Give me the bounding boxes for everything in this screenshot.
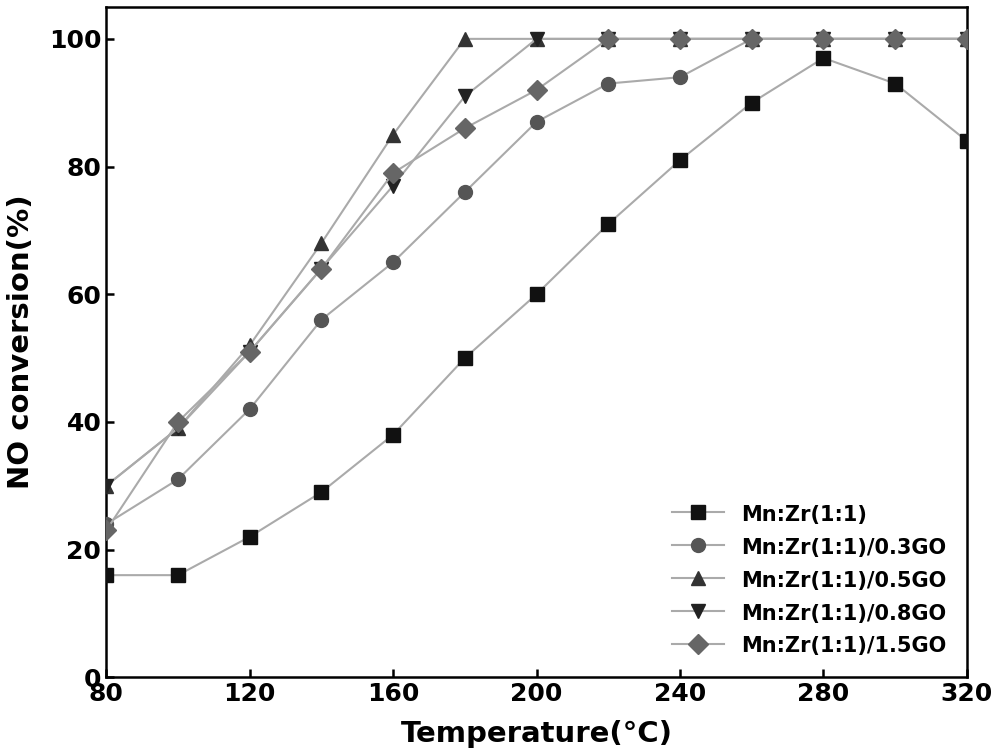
- Mn:Zr(1:1)/0.3GO: [674, 72, 686, 82]
- Mn:Zr(1:1)/0.3GO: [889, 34, 901, 43]
- Mn:Zr(1:1)/0.5GO: [244, 341, 256, 350]
- Mn:Zr(1:1)/0.8GO: [746, 34, 758, 43]
- Mn:Zr(1:1): [817, 54, 829, 63]
- Mn:Zr(1:1)/0.5GO: [100, 481, 112, 490]
- Mn:Zr(1:1)/1.5GO: [459, 124, 471, 133]
- Mn:Zr(1:1)/1.5GO: [889, 34, 901, 43]
- Mn:Zr(1:1)/0.5GO: [961, 34, 973, 43]
- Line: Mn:Zr(1:1): Mn:Zr(1:1): [99, 51, 974, 582]
- Mn:Zr(1:1)/0.8GO: [244, 347, 256, 356]
- Mn:Zr(1:1)/1.5GO: [244, 347, 256, 356]
- Mn:Zr(1:1): [315, 488, 327, 497]
- Mn:Zr(1:1)/0.5GO: [315, 239, 327, 248]
- Mn:Zr(1:1)/0.5GO: [602, 34, 614, 43]
- Line: Mn:Zr(1:1)/1.5GO: Mn:Zr(1:1)/1.5GO: [99, 32, 974, 538]
- Mn:Zr(1:1)/0.8GO: [387, 181, 399, 190]
- Mn:Zr(1:1)/1.5GO: [100, 526, 112, 535]
- Mn:Zr(1:1)/0.3GO: [531, 117, 543, 126]
- Mn:Zr(1:1)/0.3GO: [315, 316, 327, 325]
- Mn:Zr(1:1)/0.8GO: [602, 34, 614, 43]
- Mn:Zr(1:1)/0.3GO: [100, 519, 112, 528]
- Mn:Zr(1:1)/1.5GO: [746, 34, 758, 43]
- Mn:Zr(1:1)/0.8GO: [674, 34, 686, 43]
- Mn:Zr(1:1): [674, 156, 686, 165]
- Mn:Zr(1:1)/0.8GO: [531, 34, 543, 43]
- Mn:Zr(1:1)/1.5GO: [817, 34, 829, 43]
- Mn:Zr(1:1)/0.5GO: [459, 34, 471, 43]
- Mn:Zr(1:1)/0.3GO: [459, 187, 471, 196]
- Mn:Zr(1:1)/0.8GO: [172, 424, 184, 433]
- Mn:Zr(1:1)/0.5GO: [387, 130, 399, 139]
- Mn:Zr(1:1): [746, 98, 758, 107]
- Mn:Zr(1:1): [100, 571, 112, 580]
- Line: Mn:Zr(1:1)/0.5GO: Mn:Zr(1:1)/0.5GO: [99, 32, 974, 493]
- Mn:Zr(1:1)/0.3GO: [172, 475, 184, 484]
- Mn:Zr(1:1)/0.5GO: [531, 34, 543, 43]
- Mn:Zr(1:1)/0.5GO: [172, 424, 184, 433]
- Mn:Zr(1:1): [961, 137, 973, 146]
- Mn:Zr(1:1)/0.3GO: [602, 79, 614, 88]
- Mn:Zr(1:1)/0.8GO: [459, 92, 471, 101]
- Mn:Zr(1:1)/0.8GO: [889, 34, 901, 43]
- Line: Mn:Zr(1:1)/0.8GO: Mn:Zr(1:1)/0.8GO: [99, 32, 974, 493]
- Mn:Zr(1:1): [602, 220, 614, 229]
- Y-axis label: NO conversion(%): NO conversion(%): [7, 195, 35, 489]
- Mn:Zr(1:1)/0.5GO: [746, 34, 758, 43]
- Mn:Zr(1:1)/0.5GO: [889, 34, 901, 43]
- Mn:Zr(1:1)/0.8GO: [100, 481, 112, 490]
- Mn:Zr(1:1)/1.5GO: [602, 34, 614, 43]
- Mn:Zr(1:1)/1.5GO: [315, 264, 327, 273]
- Mn:Zr(1:1)/1.5GO: [387, 168, 399, 177]
- Mn:Zr(1:1)/1.5GO: [531, 85, 543, 94]
- Mn:Zr(1:1): [387, 430, 399, 439]
- Mn:Zr(1:1)/0.3GO: [244, 405, 256, 414]
- Mn:Zr(1:1)/0.3GO: [817, 34, 829, 43]
- Mn:Zr(1:1)/0.5GO: [674, 34, 686, 43]
- Mn:Zr(1:1)/0.8GO: [817, 34, 829, 43]
- Mn:Zr(1:1): [172, 571, 184, 580]
- X-axis label: Temperature(°C): Temperature(°C): [401, 720, 673, 748]
- Mn:Zr(1:1)/0.3GO: [961, 34, 973, 43]
- Mn:Zr(1:1)/1.5GO: [961, 34, 973, 43]
- Mn:Zr(1:1)/1.5GO: [674, 34, 686, 43]
- Mn:Zr(1:1): [889, 79, 901, 88]
- Mn:Zr(1:1): [531, 290, 543, 299]
- Mn:Zr(1:1)/0.3GO: [746, 34, 758, 43]
- Mn:Zr(1:1)/0.3GO: [387, 257, 399, 267]
- Mn:Zr(1:1): [459, 353, 471, 362]
- Mn:Zr(1:1): [244, 532, 256, 541]
- Line: Mn:Zr(1:1)/0.3GO: Mn:Zr(1:1)/0.3GO: [99, 32, 974, 531]
- Mn:Zr(1:1)/1.5GO: [172, 418, 184, 427]
- Legend: Mn:Zr(1:1), Mn:Zr(1:1)/0.3GO, Mn:Zr(1:1)/0.5GO, Mn:Zr(1:1)/0.8GO, Mn:Zr(1:1)/1.5: Mn:Zr(1:1), Mn:Zr(1:1)/0.3GO, Mn:Zr(1:1)…: [662, 494, 957, 667]
- Mn:Zr(1:1)/0.8GO: [961, 34, 973, 43]
- Mn:Zr(1:1)/0.8GO: [315, 264, 327, 273]
- Mn:Zr(1:1)/0.5GO: [817, 34, 829, 43]
